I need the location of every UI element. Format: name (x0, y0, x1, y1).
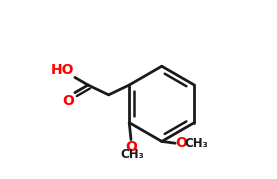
Text: CH₃: CH₃ (120, 148, 144, 161)
Text: O: O (125, 140, 137, 154)
Text: O: O (62, 94, 74, 108)
Text: HO: HO (50, 62, 74, 77)
Text: CH₃: CH₃ (184, 137, 208, 150)
Text: O: O (176, 136, 188, 150)
